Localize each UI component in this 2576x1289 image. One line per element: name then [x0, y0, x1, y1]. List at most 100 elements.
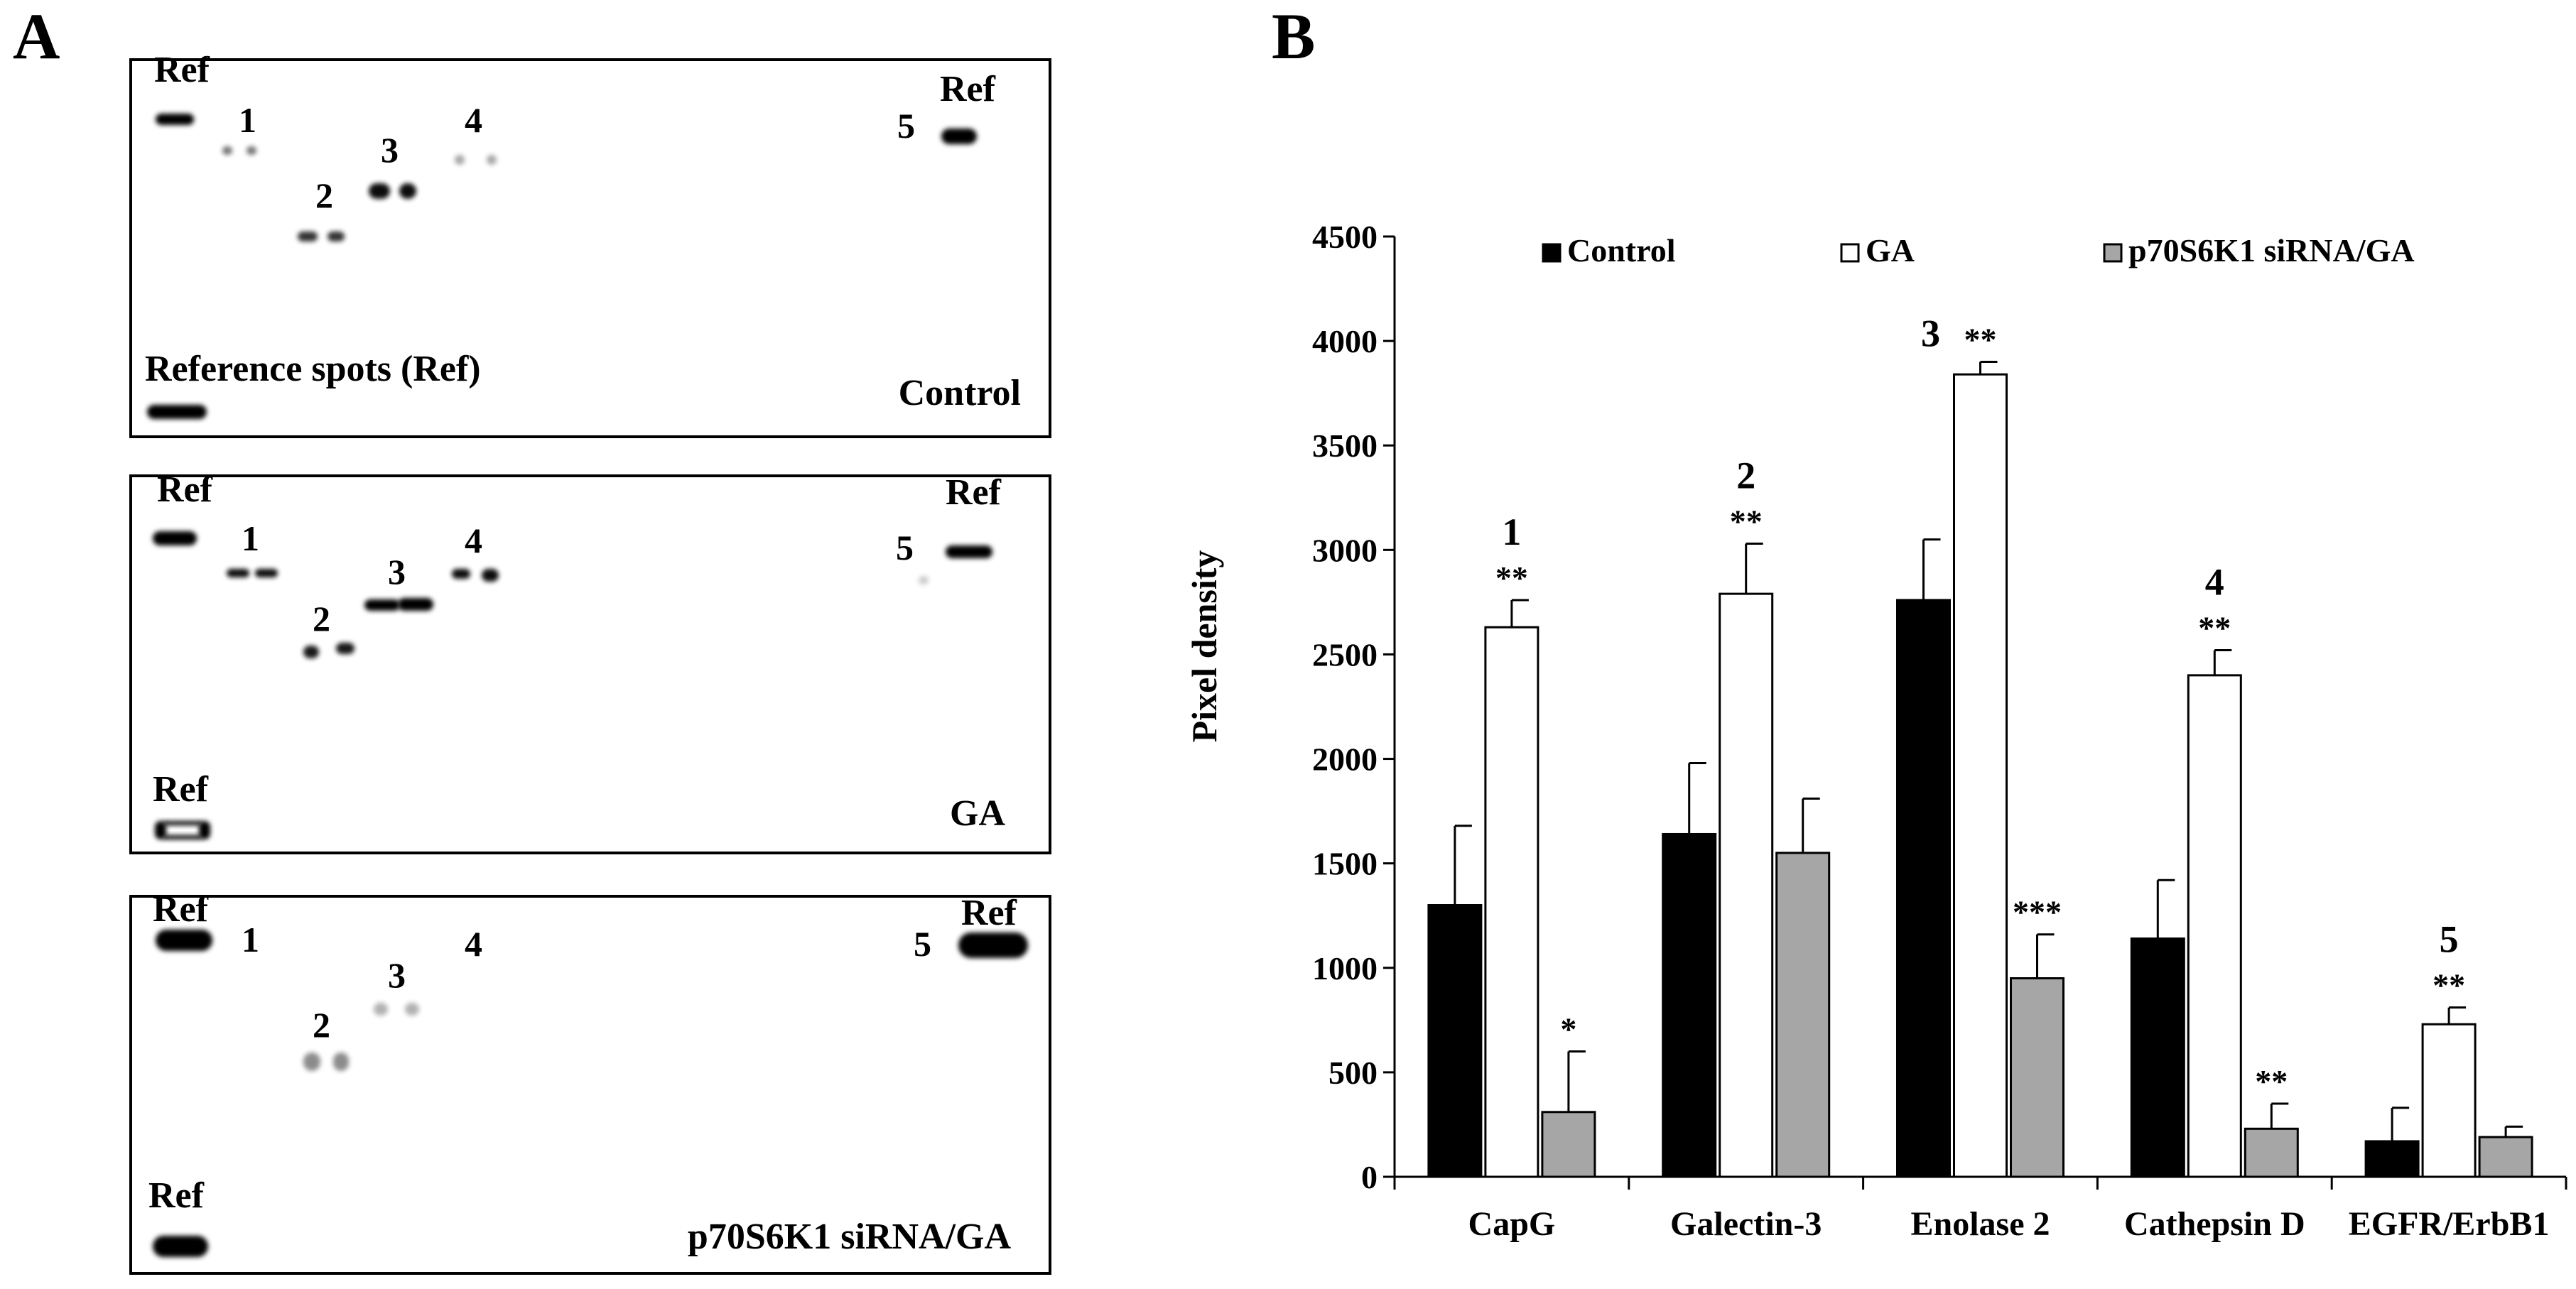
y-tick-label: 1500 — [1312, 846, 1378, 882]
annotations-layer: ***1 **2*****3****4**5 — [1495, 312, 2465, 1099]
ref-label: Ref — [154, 50, 210, 90]
ref-label: Ref — [940, 69, 996, 109]
antibody-spot — [919, 576, 929, 584]
blot-sirna-ga: Ref Ref Ref 1 2 3 4 5 p70S6K1 siRNA/GA — [129, 889, 1051, 1275]
spot-number: 4 — [465, 100, 482, 140]
legend-label: Control — [1567, 232, 1676, 268]
spot-number: 2 — [315, 175, 333, 215]
significance-marker: *** — [2013, 894, 2062, 930]
antibody-spot — [405, 1003, 419, 1016]
spot-number: 3 — [388, 955, 406, 995]
ref-spot — [155, 821, 166, 839]
bar — [2010, 977, 2064, 1178]
ref-spot — [946, 545, 992, 558]
antibody-spot — [336, 643, 355, 654]
antibody-spot — [374, 1003, 388, 1016]
spot-number: 5 — [914, 924, 931, 964]
y-tick-label: 2000 — [1312, 741, 1378, 778]
legend-swatch — [2103, 243, 2123, 263]
ref-spot — [147, 405, 207, 419]
antibody-spot — [227, 569, 249, 577]
spot-number: 1 — [242, 518, 259, 558]
ref-label: Ref — [148, 1175, 205, 1216]
bar — [1775, 852, 1831, 1178]
bar — [1953, 373, 2008, 1178]
legend-label: GA — [1866, 232, 1915, 268]
ref-note: Reference spots (Ref) — [145, 349, 481, 389]
category-number: 5 — [2440, 918, 2459, 961]
ref-spot — [153, 1236, 208, 1257]
y-tick-label: 2500 — [1312, 636, 1378, 673]
ref-spot — [156, 114, 194, 125]
blot-frame — [129, 895, 1051, 1275]
blot-spots — [153, 531, 992, 839]
ref-spot — [958, 932, 1028, 958]
bars-layer — [1427, 361, 2533, 1178]
blot-frame — [129, 58, 1051, 438]
significance-marker: ** — [2432, 967, 2465, 1004]
x-tick-label: Galectin-3 — [1670, 1205, 1822, 1243]
ref-spot — [163, 821, 202, 825]
condition-label: GA — [950, 793, 1005, 834]
axes-layer: CapG Galectin-3 Enolase 2 Cathepsin D EGFR/E… — [1312, 219, 2567, 1243]
antibody-spot — [222, 146, 232, 155]
significance-marker: * — [1560, 1011, 1576, 1047]
bar — [1719, 592, 1774, 1178]
antibody-spot — [487, 155, 497, 165]
bar — [1662, 832, 1717, 1178]
antibody-spot — [452, 569, 470, 579]
antibody-spot — [455, 155, 465, 165]
ref-label: Ref — [153, 889, 209, 930]
category-number: 3 — [1921, 312, 1940, 355]
ref-spot — [153, 531, 197, 545]
panel-a-label: A — [13, 0, 60, 72]
y-tick-label: 4500 — [1312, 219, 1378, 255]
spot-number: 1 — [242, 920, 259, 959]
condition-label: p70S6K1 siRNA/GA — [688, 1217, 1012, 1257]
antibody-spot — [369, 183, 390, 199]
blot-spots — [147, 114, 977, 419]
bar — [1484, 626, 1539, 1178]
significance-marker: ** — [1964, 322, 1997, 358]
antibody-spot — [255, 569, 278, 577]
legend-swatch — [1840, 243, 1860, 263]
blot-frame — [129, 474, 1051, 854]
bar — [2244, 1127, 2299, 1178]
x-tick-label: EGFR/ErbB1 — [2349, 1205, 2550, 1243]
spot-number: 2 — [313, 599, 330, 638]
antibody-spot — [247, 146, 256, 155]
bar — [1427, 904, 1483, 1178]
y-tick-label: 3000 — [1312, 532, 1378, 568]
ref-spot — [156, 930, 212, 951]
category-number: 2 — [1736, 455, 1755, 497]
ref-spot — [163, 835, 202, 839]
significance-marker: ** — [2198, 610, 2231, 646]
panel-b-label: B — [1272, 0, 1315, 72]
antibody-spot — [364, 599, 400, 611]
y-axis-label: Pixel density — [1184, 550, 1224, 743]
antibody-spot — [482, 569, 499, 582]
bar — [2478, 1136, 2533, 1178]
x-tick-label: Enolase 2 — [1910, 1205, 2050, 1243]
spot-number: 1 — [239, 100, 256, 140]
bar — [1896, 599, 1951, 1178]
antibody-spot — [303, 646, 319, 658]
bar — [2364, 1140, 2420, 1178]
significance-marker: ** — [2255, 1063, 2288, 1099]
ref-label: Ref — [946, 472, 1002, 513]
ref-spot — [199, 821, 210, 839]
bar-chart: Pixel density Control GA p70S6K1 siRNA/GA … — [1184, 219, 2567, 1243]
bar — [2421, 1023, 2477, 1178]
ref-label: Ref — [961, 893, 1017, 933]
blot-ga: Ref Ref Ref 1 2 3 4 5 GA — [129, 469, 1051, 854]
spot-number: 4 — [465, 924, 482, 964]
antibody-spot — [399, 183, 416, 199]
blot-control: Ref Ref Reference spots (Ref) 1 2 3 4 5 … — [129, 50, 1051, 438]
significance-marker: ** — [1730, 504, 1763, 540]
antibody-spot — [303, 1053, 320, 1071]
y-tick-label: 3500 — [1312, 428, 1378, 464]
bar — [1541, 1111, 1596, 1178]
y-tick-label: 500 — [1328, 1055, 1378, 1091]
antibody-spot — [398, 598, 433, 611]
